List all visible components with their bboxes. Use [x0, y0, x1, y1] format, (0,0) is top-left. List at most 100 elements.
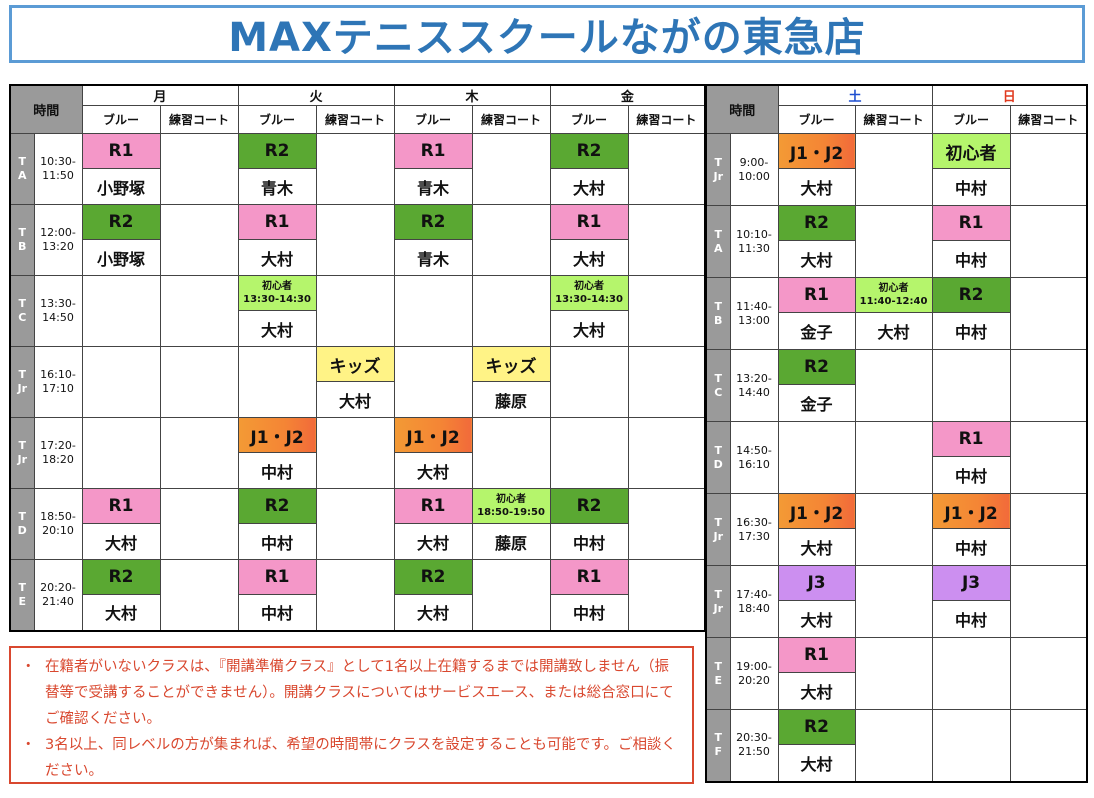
day-header-tue: 火 [237, 84, 395, 106]
court-header-blue: ブルー [81, 105, 161, 134]
court-header-practice: 練習コート [627, 105, 706, 134]
class-row: T F 20:30- 21:50 R2 [705, 709, 1088, 782]
class-level-badge: R1 [931, 421, 1011, 457]
coach-name: 中村 [931, 240, 1011, 278]
empty-slot [627, 204, 706, 276]
coach-name: 中村 [931, 312, 1011, 350]
class-row-coach: 大村 中村 [706, 600, 1087, 638]
empty-slot [854, 493, 933, 566]
empty-slot [159, 417, 239, 489]
empty-slot [1009, 637, 1088, 710]
class-row-coach: 大村 大村 [10, 310, 705, 347]
class-row: T D 18:50- 20:10 R1 R2 R1 初心者 18:50-19:50 R2 [9, 488, 706, 560]
class-level-badge: R1 [237, 559, 317, 595]
class-row-coach: 大村 中村 [706, 168, 1087, 206]
notice-item: ・ 在籍者がいないクラスは、『開講準備クラス』として1名以上在籍するまでは開講致… [21, 654, 682, 732]
coach-name: 中村 [237, 452, 317, 489]
coach-name: 小野塚 [81, 239, 161, 276]
empty-slot [627, 346, 706, 418]
empty-slot [159, 275, 239, 347]
empty-slot [159, 204, 239, 276]
empty-slot [81, 417, 161, 489]
coach-name: 大村 [549, 239, 629, 276]
empty-slot [81, 346, 161, 418]
empty-slot [1009, 565, 1088, 638]
empty-slot [1009, 421, 1088, 494]
class-row-coach: 金子 [706, 384, 1087, 422]
class-level-badge: J1・J2 [777, 493, 856, 529]
empty-slot [627, 133, 706, 205]
weekend-schedule-table: 時間 土 日 ブルー 練習コート ブルー 練習コート T Jr 9:00- 10:00… [705, 84, 1089, 783]
empty-slot [627, 559, 706, 631]
coach-name: 大村 [777, 240, 856, 278]
class-row-coach: 大村 [706, 672, 1087, 710]
bullet: ・ [21, 659, 36, 675]
coach-name: 大村 [237, 310, 317, 347]
coach-name: 大村 [777, 600, 856, 638]
court-header-practice: 練習コート [159, 105, 239, 134]
empty-slot [549, 417, 629, 489]
class-code: T Jr [705, 565, 731, 638]
class-level-badge: キッズ [471, 346, 551, 382]
court-header-practice: 練習コート [315, 105, 395, 134]
class-row: T B 11:40- 13:00 R1 初心者 11:40-12:40 R2 [705, 277, 1088, 350]
weekend-schedule-body: T Jr 9:00- 10:00 J1・J2 初心者 大村 中村 T A 10:10- 11:30 R2… [705, 133, 1088, 782]
coach-name: 金子 [777, 384, 856, 422]
coach-name: 大村 [777, 528, 856, 566]
class-level-badge: キッズ [315, 346, 395, 382]
empty-slot [315, 559, 395, 631]
empty-slot [854, 205, 933, 278]
empty-slot [1009, 349, 1088, 422]
empty-slot [471, 133, 551, 205]
empty-slot [854, 709, 933, 782]
class-level-badge: R1 [393, 488, 473, 524]
class-level-badge: R2 [931, 277, 1011, 313]
empty-slot [1009, 205, 1088, 278]
empty-slot [315, 275, 395, 347]
coach-name: 大村 [393, 523, 473, 560]
class-level-badge: J3 [777, 565, 856, 601]
class-row-coach: 大村 中村 大村 中村 [10, 594, 705, 631]
coach-name: 大村 [777, 672, 856, 710]
time-header: 時間 [9, 84, 83, 134]
class-row: T B 12:00- 13:20 R2 R1 R2 R1 [9, 204, 706, 276]
coach-name: 大村 [549, 168, 629, 205]
class-row-coach: 大村 藤原 [10, 381, 705, 418]
empty-slot [471, 417, 551, 489]
empty-slot [315, 488, 395, 560]
coach-name: 中村 [237, 523, 317, 560]
class-level-badge: R2 [777, 205, 856, 241]
empty-slot [237, 346, 317, 418]
class-row-coach: 中村 大村 [10, 452, 705, 489]
class-row-coach: 中村 [706, 456, 1087, 494]
coach-name: 藤原 [471, 381, 551, 418]
class-time: 11:40- 13:00 [729, 277, 779, 350]
empty-slot [471, 559, 551, 631]
day-header-mon: 月 [81, 84, 239, 106]
class-level-badge: J1・J2 [777, 133, 856, 169]
empty-slot [1009, 277, 1088, 350]
coach-name: 大村 [777, 168, 856, 206]
coach-name: 中村 [931, 168, 1011, 206]
court-header-blue: ブルー [237, 105, 317, 134]
class-row-coach: 小野塚 青木 青木 大村 [10, 168, 705, 205]
class-level-badge: R2 [549, 488, 629, 524]
empty-slot [854, 349, 933, 422]
empty-slot [931, 709, 1011, 782]
class-time: 17:20- 18:20 [33, 417, 83, 489]
class-time: 16:10- 17:10 [33, 346, 83, 418]
coach-name: 中村 [549, 523, 629, 560]
time-header: 時間 [705, 84, 779, 134]
empty-slot [159, 488, 239, 560]
class-row-coach: 大村 中村 大村 藤原 中村 [10, 523, 705, 560]
class-code: T Jr [9, 417, 35, 489]
class-level-badge: R1 [393, 133, 473, 169]
class-level-badge: J3 [931, 565, 1011, 601]
title-banner: MAXテニススクールながの東急店 [9, 5, 1085, 63]
class-level-badge: J1・J2 [931, 493, 1011, 529]
class-level-badge: R1 [81, 133, 161, 169]
